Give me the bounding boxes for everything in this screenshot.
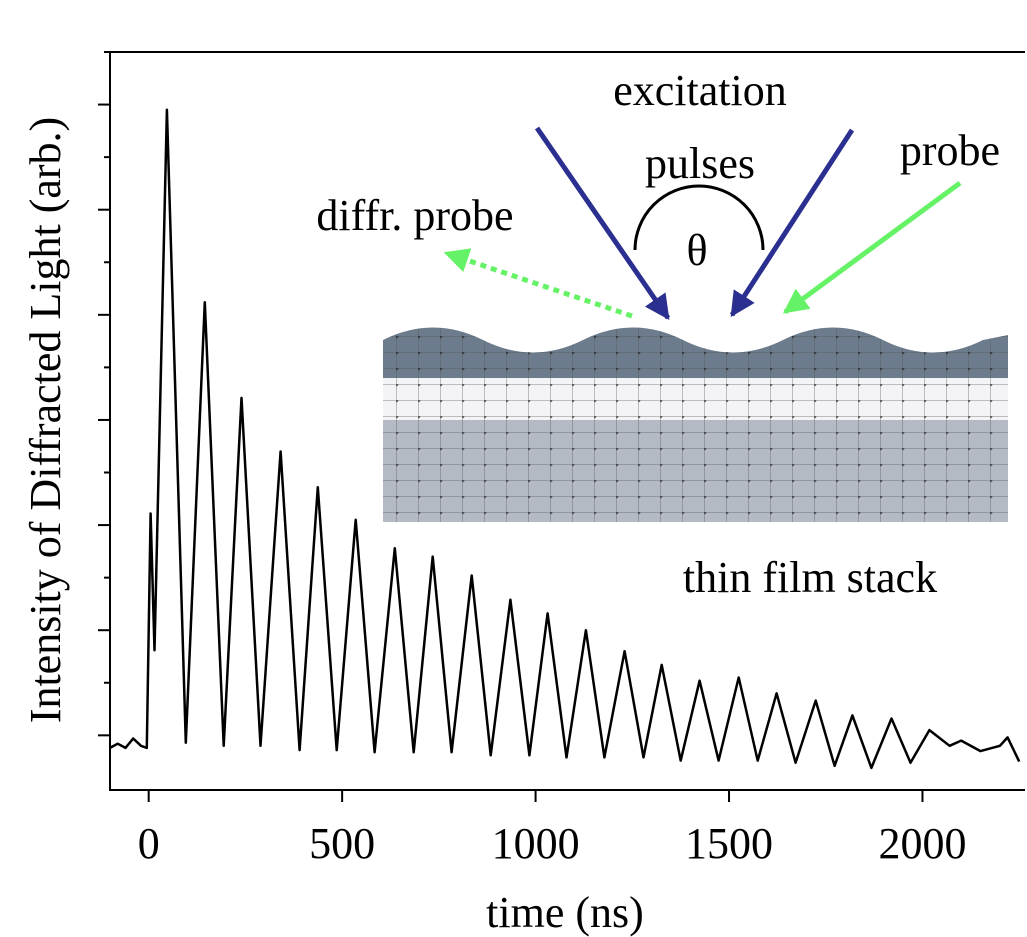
x-tick-label: 2000 <box>878 819 966 868</box>
y-axis-label: Intensity of Diffracted Light (arb.) <box>21 117 70 723</box>
film-stack-diagram <box>383 126 1008 522</box>
x-tick-label: 500 <box>309 819 375 868</box>
annotation: thin film stack <box>683 553 937 602</box>
annotation: pulses <box>645 139 755 188</box>
x-axis-label: time (ns) <box>486 888 644 937</box>
axis-frame <box>109 51 1025 791</box>
data-line <box>109 108 1021 770</box>
annotation: excitation <box>613 66 787 115</box>
annotation: θ <box>686 226 707 275</box>
x-tick-label: 1500 <box>685 819 773 868</box>
x-tick-label: 0 <box>138 819 160 868</box>
annotation: probe <box>900 126 1000 175</box>
x-tick-label: 1000 <box>492 819 580 868</box>
annotation: diffr. probe <box>316 191 513 240</box>
